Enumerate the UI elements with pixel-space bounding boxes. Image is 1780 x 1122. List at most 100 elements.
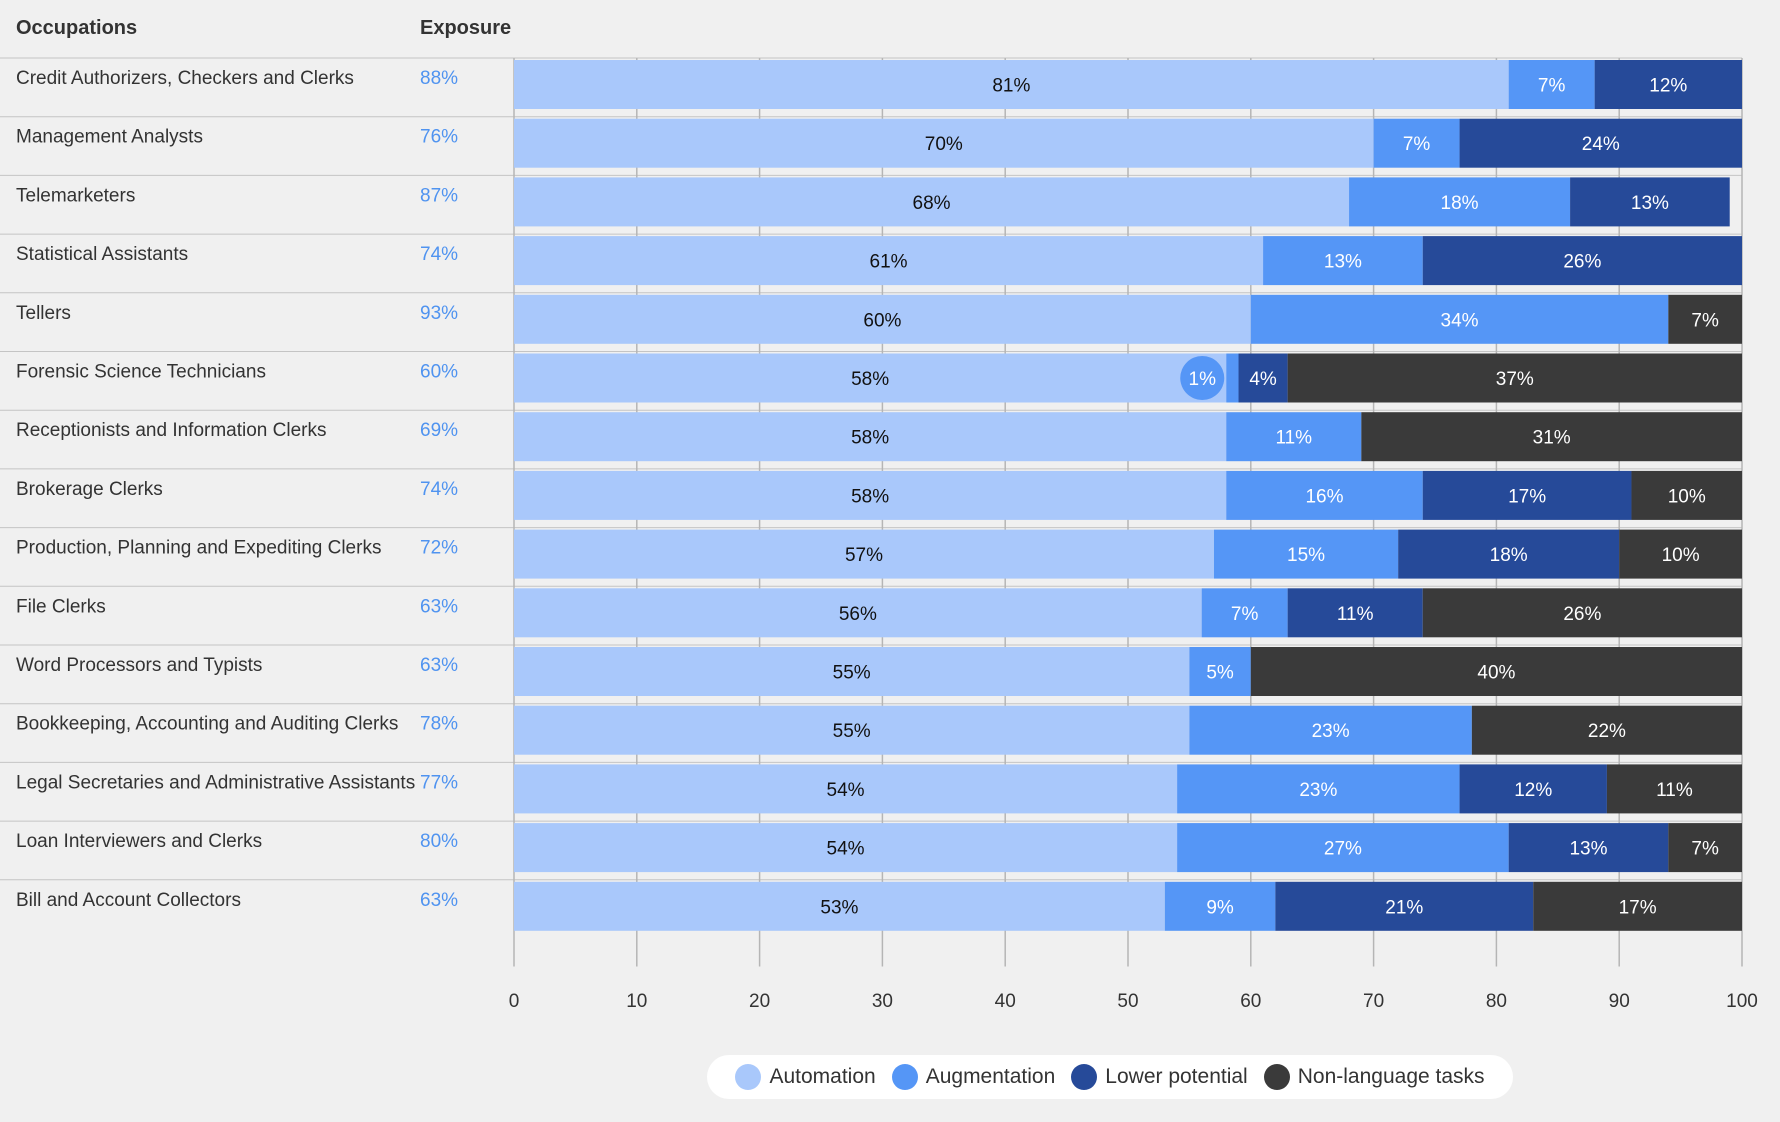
bar-segment-augmentation bbox=[1263, 236, 1423, 286]
data-label: 31% bbox=[1533, 428, 1571, 449]
data-label: 4% bbox=[1249, 369, 1277, 390]
exposure-value: 87% bbox=[420, 185, 458, 206]
legend-swatch bbox=[1263, 1064, 1290, 1090]
data-label: 11% bbox=[1337, 604, 1374, 625]
bar-segment-lower-potential bbox=[1459, 764, 1607, 814]
bar-segment-lower-potential bbox=[1422, 470, 1632, 520]
bar-segment-non-language-tasks bbox=[1619, 529, 1742, 579]
bar-segment-augmentation bbox=[1189, 705, 1472, 755]
exposure-value: 80% bbox=[420, 831, 458, 852]
category-label: Bill and Account Collectors bbox=[16, 890, 241, 911]
data-label: 58% bbox=[851, 486, 889, 507]
category-label: Telemarketers bbox=[16, 185, 135, 206]
data-label: 53% bbox=[820, 897, 858, 918]
legend-item: Lower potential bbox=[1071, 1064, 1248, 1090]
exposure-value: 74% bbox=[420, 244, 458, 265]
legend-swatch bbox=[735, 1064, 762, 1090]
data-label: 81% bbox=[992, 76, 1030, 97]
bar-segment-automation bbox=[514, 764, 1178, 814]
x-tick-label: 80 bbox=[1486, 991, 1507, 1012]
bar-segment-automation bbox=[514, 470, 1227, 520]
data-label: 13% bbox=[1569, 839, 1607, 860]
legend-label: Augmentation bbox=[925, 1065, 1056, 1088]
bar-segment-automation bbox=[514, 412, 1227, 462]
data-label: 5% bbox=[1206, 663, 1234, 684]
occupations-header: Occupations bbox=[16, 17, 138, 39]
category-label: Brokerage Clerks bbox=[16, 479, 163, 500]
data-label: 7% bbox=[1691, 310, 1719, 331]
data-label: 26% bbox=[1563, 604, 1601, 625]
bar-segment-non-language-tasks bbox=[1533, 881, 1742, 931]
bar-segment-augmentation bbox=[1226, 353, 1239, 403]
exposure-value: 72% bbox=[420, 538, 458, 559]
bar-segment-augmentation bbox=[1508, 60, 1595, 109]
bar-segment-lower-potential bbox=[1238, 353, 1288, 403]
bar-segment-automation bbox=[514, 353, 1227, 403]
bar-segment-non-language-tasks bbox=[1668, 823, 1742, 873]
bar-segment-augmentation bbox=[1201, 588, 1288, 638]
x-tick-label: 40 bbox=[995, 991, 1016, 1012]
category-label: File Clerks bbox=[16, 596, 106, 617]
category-label: Legal Secretaries and Administrative Ass… bbox=[16, 772, 415, 793]
data-label: 10% bbox=[1668, 486, 1706, 507]
data-label: 55% bbox=[833, 721, 871, 742]
data-label: 17% bbox=[1619, 897, 1657, 918]
data-label: 13% bbox=[1324, 252, 1362, 273]
bar-segment-automation bbox=[514, 647, 1190, 696]
data-label: 40% bbox=[1477, 663, 1515, 684]
data-label: 57% bbox=[845, 545, 883, 566]
bar-segment-lower-potential bbox=[1570, 177, 1730, 227]
bar-segment-automation bbox=[514, 60, 1509, 109]
data-label: 10% bbox=[1662, 545, 1700, 566]
x-tick-label: 100 bbox=[1726, 991, 1758, 1012]
small-value-bubble bbox=[1180, 356, 1225, 400]
category-label: Bookkeeping, Accounting and Auditing Cle… bbox=[16, 714, 398, 735]
x-tick-label: 90 bbox=[1609, 991, 1630, 1012]
category-label: Forensic Science Technicians bbox=[16, 362, 266, 383]
data-label: 54% bbox=[827, 839, 865, 860]
category-label: Word Processors and Typists bbox=[16, 655, 262, 676]
bar-segment-lower-potential bbox=[1459, 118, 1742, 168]
exposure-value: 60% bbox=[420, 362, 458, 383]
x-tick-label: 60 bbox=[1240, 991, 1261, 1012]
x-tick-label: 30 bbox=[872, 991, 893, 1012]
bar-segment-automation bbox=[514, 118, 1374, 168]
bar-segment-automation bbox=[514, 823, 1178, 873]
bar-segment-non-language-tasks bbox=[1422, 588, 1742, 638]
exposure-value: 77% bbox=[420, 772, 458, 793]
legend-item: Augmentation bbox=[891, 1064, 1056, 1090]
bar-segment-automation bbox=[514, 529, 1214, 579]
bar-segment-automation bbox=[514, 705, 1190, 755]
bar-segment-automation bbox=[514, 236, 1264, 286]
data-label: 15% bbox=[1287, 545, 1325, 566]
data-label: 23% bbox=[1312, 721, 1350, 742]
bar-segment-lower-potential bbox=[1422, 236, 1742, 286]
bar-segment-non-language-tasks bbox=[1471, 705, 1742, 755]
bar-segment-augmentation bbox=[1226, 470, 1423, 520]
data-label: 18% bbox=[1490, 545, 1528, 566]
exposure-value: 63% bbox=[420, 890, 458, 911]
category-label: Management Analysts bbox=[16, 127, 203, 148]
x-tick-label: 20 bbox=[749, 991, 770, 1012]
category-label: Tellers bbox=[16, 303, 71, 324]
legend-label: Automation bbox=[769, 1065, 876, 1088]
bar-segment-automation bbox=[514, 588, 1202, 638]
bar-segment-non-language-tasks bbox=[1250, 647, 1742, 696]
data-label: 11% bbox=[1275, 428, 1312, 449]
category-label: Receptionists and Information Clerks bbox=[16, 420, 326, 441]
x-tick-label: 10 bbox=[626, 991, 647, 1012]
category-label: Statistical Assistants bbox=[16, 244, 188, 265]
bar-segment-lower-potential bbox=[1398, 529, 1620, 579]
exposure-header: Exposure bbox=[420, 17, 512, 39]
data-label: 61% bbox=[870, 252, 908, 273]
bar-segment-augmentation bbox=[1164, 881, 1276, 931]
data-label: 27% bbox=[1324, 839, 1362, 860]
exposure-value: 88% bbox=[420, 68, 458, 89]
data-label: 22% bbox=[1588, 721, 1626, 742]
bar-segment-augmentation bbox=[1250, 294, 1669, 344]
exposure-value: 78% bbox=[420, 714, 458, 735]
bar-segment-augmentation bbox=[1213, 529, 1399, 579]
data-label: 58% bbox=[851, 369, 889, 390]
